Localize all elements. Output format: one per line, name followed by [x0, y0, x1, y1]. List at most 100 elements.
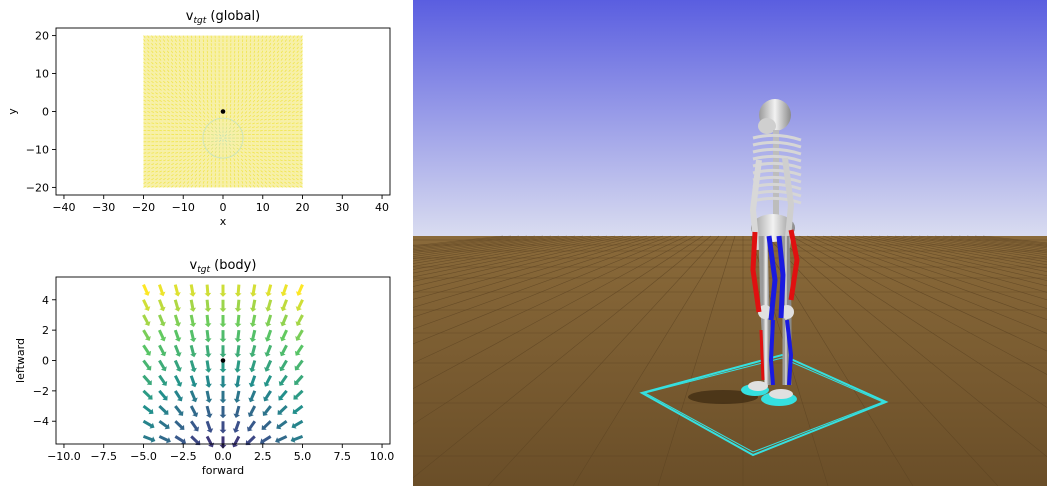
vector-arrow [183, 144, 187, 147]
vector-arrow [143, 54, 146, 57]
vector-arrow [155, 159, 159, 162]
vector-arrow [260, 111, 263, 114]
vector-arrow [296, 88, 299, 91]
y-tick-label: 20 [35, 30, 49, 43]
vector-arrow [245, 184, 248, 188]
y-tick-label: −2 [33, 385, 49, 398]
vector-arrow [268, 96, 271, 99]
vector-arrow [237, 162, 240, 165]
right-foot [769, 389, 793, 399]
vector-arrow [265, 65, 268, 69]
vector-arrow [175, 181, 178, 184]
vector-arrow [159, 96, 162, 99]
vector-arrow [252, 173, 256, 177]
vector-arrow [205, 420, 214, 433]
vector-arrow [179, 170, 182, 173]
vector-arrow [155, 46, 158, 50]
vector-arrow [171, 111, 174, 114]
vector-arrow [171, 152, 175, 154]
vector-arrow [300, 69, 303, 72]
vector-arrow [292, 88, 295, 91]
rib [752, 147, 802, 156]
vector-arrow [207, 133, 210, 136]
vector-arrow [186, 88, 190, 92]
vector-arrow [167, 103, 170, 106]
vector-arrow [171, 92, 174, 95]
vector-arrow [260, 177, 264, 181]
vector-arrow [268, 103, 271, 106]
vector-arrow [182, 88, 186, 92]
vector-arrow [263, 126, 267, 128]
vector-arrow [210, 173, 213, 177]
vector-arrow [287, 166, 291, 169]
vector-arrow [225, 126, 228, 130]
vector-arrow [284, 181, 287, 184]
vector-arrow [233, 405, 241, 418]
vector-arrow [233, 390, 241, 403]
vector-arrow [206, 103, 209, 107]
vector-arrow [253, 84, 256, 88]
vector-arrow [245, 103, 248, 107]
vector-arrow [252, 144, 255, 146]
vector-arrow [147, 80, 150, 84]
vector-arrow [280, 103, 283, 106]
x-tick-label: 10 [256, 201, 270, 214]
vector-arrow [202, 46, 205, 50]
vector-arrow [147, 73, 150, 76]
vector-arrow [260, 155, 263, 158]
vector-arrow [190, 181, 194, 184]
vector-arrow [147, 39, 150, 42]
vector-arrow [167, 73, 170, 76]
vector-arrow [178, 65, 181, 69]
vector-arrow [147, 114, 151, 117]
vector-arrow [151, 103, 155, 106]
vector-arrow [202, 81, 205, 84]
vector-arrow [219, 406, 227, 419]
vector-arrow [155, 92, 158, 95]
vector-arrow [295, 111, 299, 113]
vector-arrow [186, 177, 190, 181]
vector-arrow [167, 114, 171, 117]
vector-arrow [260, 170, 263, 173]
vector-arrow [206, 81, 209, 84]
vector-arrow [240, 147, 244, 150]
x-tick-label: −10 [172, 201, 195, 214]
vector-arrow [167, 35, 169, 39]
vector-arrow [158, 420, 170, 430]
chart-title: vtgt (body) [190, 258, 257, 275]
vector-arrow [233, 162, 236, 165]
vector-arrow [190, 177, 194, 181]
vector-arrow [182, 185, 186, 188]
vector-arrow [167, 159, 171, 162]
vector-arrow [295, 122, 299, 124]
vector-arrow [300, 84, 303, 87]
vector-arrow [264, 73, 268, 76]
vector-arrow [295, 114, 299, 117]
floor-line [413, 235, 656, 308]
vector-arrow [183, 130, 187, 132]
vector-arrow [257, 80, 260, 84]
vector-arrow [151, 77, 154, 80]
vector-arrow [163, 96, 166, 99]
vector-arrow [244, 118, 248, 122]
vector-arrow [190, 84, 193, 88]
vector-arrow [284, 65, 287, 69]
vector-arrow [155, 103, 159, 106]
vector-arrow [158, 359, 167, 372]
y-tick-label: 10 [35, 68, 49, 81]
vector-arrow [183, 111, 186, 114]
vector-arrow [237, 96, 240, 99]
vector-arrow [182, 77, 186, 80]
vector-arrow [296, 61, 299, 65]
vector-arrow [265, 50, 268, 54]
vector-arrow [245, 73, 248, 77]
vector-arrow [167, 155, 171, 158]
vector-arrow [256, 162, 259, 165]
vector-arrow [214, 122, 217, 126]
vector-arrow [155, 96, 158, 99]
vector-arrow [163, 50, 166, 54]
simulation-scene [413, 0, 1047, 486]
vector-arrow [194, 158, 198, 162]
vector-arrow [292, 42, 295, 46]
vector-arrow [147, 61, 150, 65]
